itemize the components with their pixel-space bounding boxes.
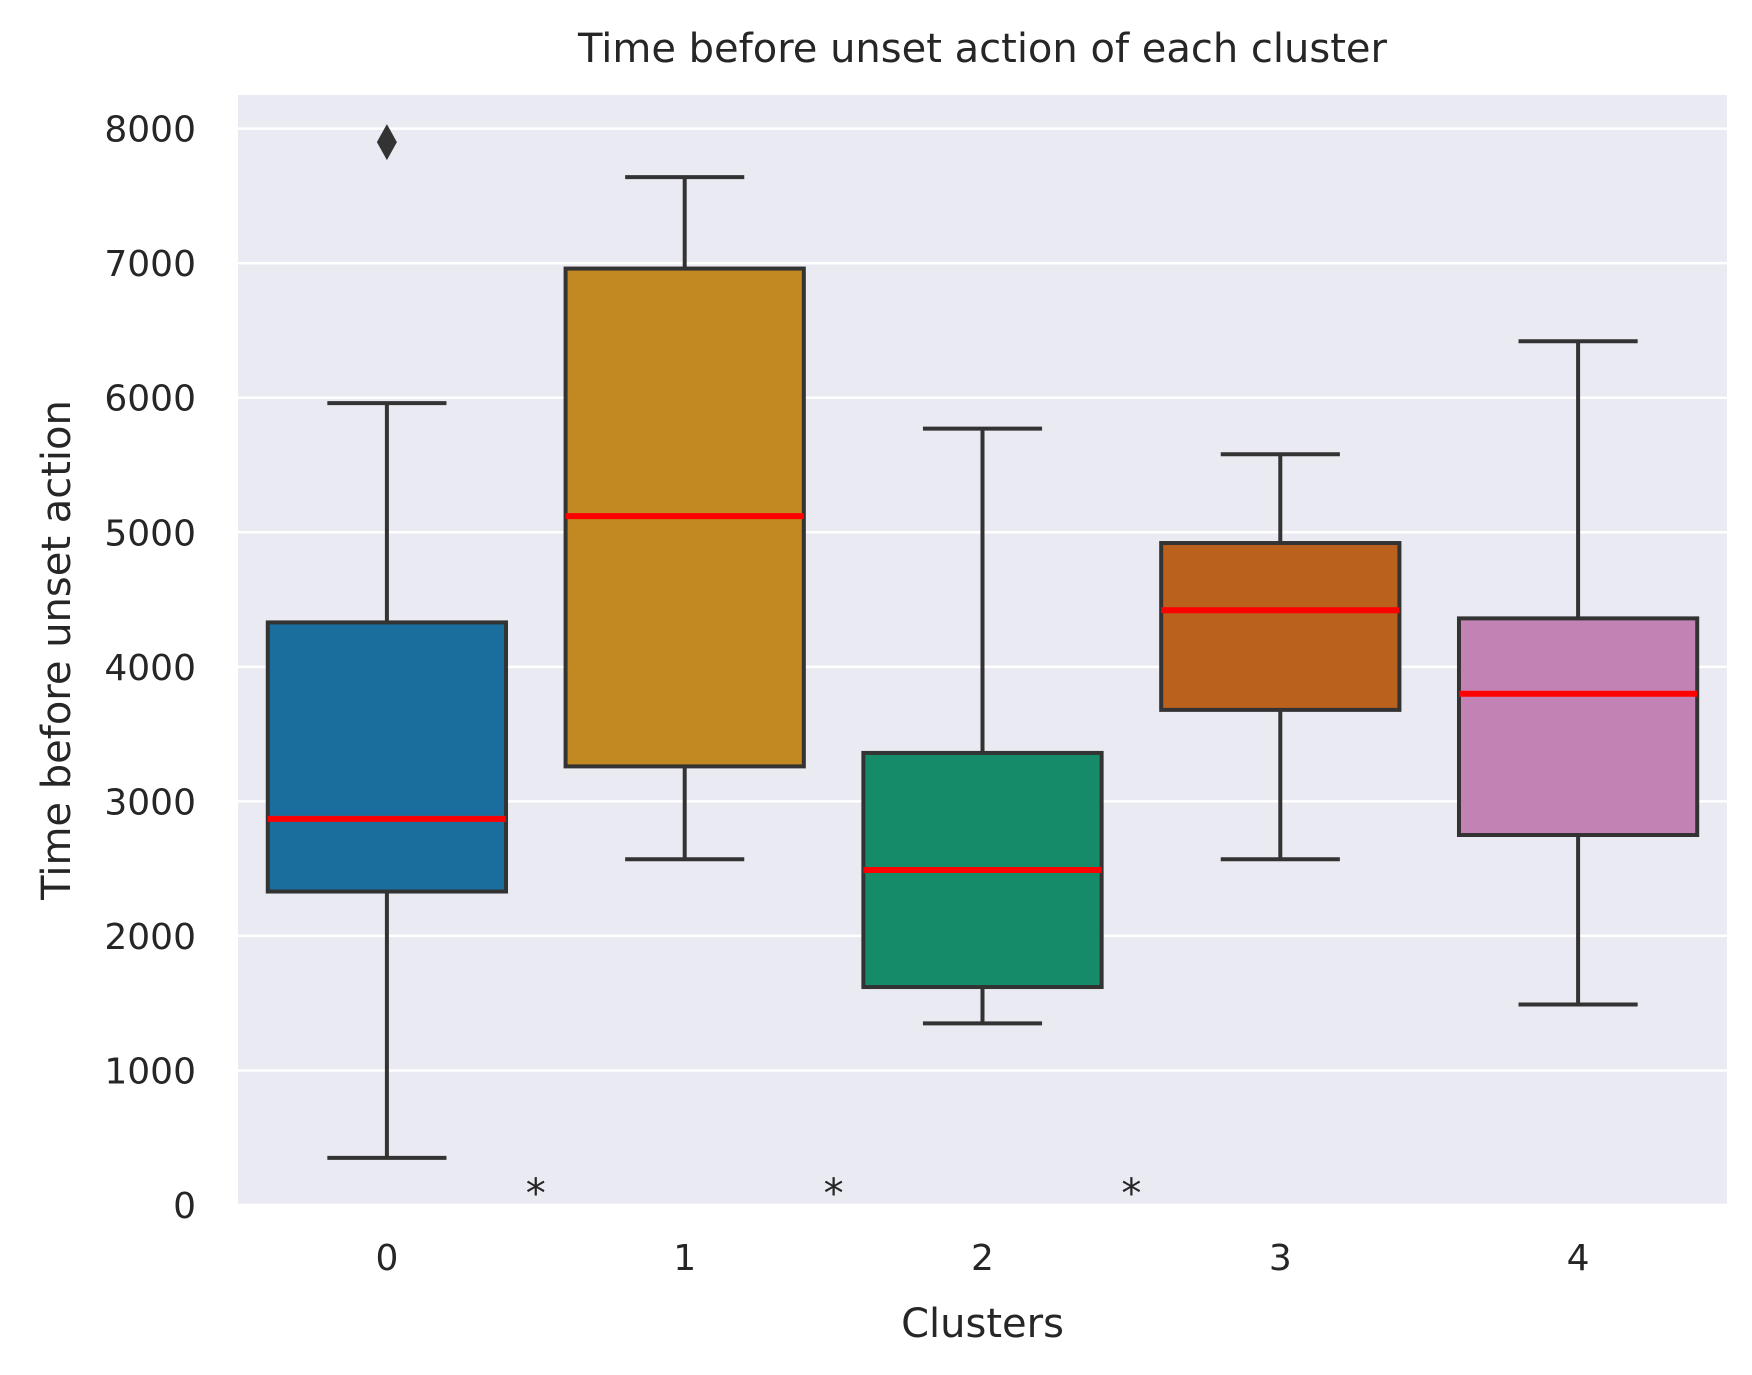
x-axis-label: Clusters: [901, 1301, 1064, 1347]
x-tick-label: 1: [673, 1238, 696, 1279]
box-cluster-4: [1456, 339, 1700, 1007]
y-tick-label: 1000: [104, 1051, 196, 1092]
box-cluster-2: [861, 426, 1104, 1026]
box-cluster-1: [563, 175, 806, 862]
y-tick-label: 6000: [104, 379, 196, 420]
x-tick-label: 0: [375, 1238, 398, 1279]
outlier-marker: [376, 124, 397, 161]
significance-marker: *: [1121, 1171, 1141, 1217]
x-tick-label: 2: [971, 1238, 994, 1279]
box-cluster-3: [1159, 452, 1402, 862]
y-tick-label: 7000: [104, 244, 196, 285]
x-tick-label: 3: [1269, 1238, 1292, 1279]
y-tick-label: 5000: [104, 513, 196, 554]
y-axis-label: Time before unset action: [34, 400, 80, 901]
annotations: * * *: [526, 1171, 1142, 1217]
y-tick-label: 4000: [104, 648, 196, 689]
significance-marker: *: [824, 1171, 844, 1217]
iqr-box: [265, 620, 509, 894]
y-tick-label: 3000: [104, 782, 196, 823]
boxes-group: [265, 124, 1700, 1160]
y-tick-label: 0: [173, 1186, 196, 1227]
iqr-box: [1159, 541, 1402, 712]
box-cluster-0: [265, 124, 509, 1160]
significance-marker: *: [526, 1171, 546, 1217]
y-tick-label: 8000: [104, 110, 196, 151]
chart-title: Time before unset action of each cluster: [577, 26, 1387, 72]
x-tick-label: 4: [1567, 1238, 1590, 1279]
y-tick-label: 2000: [104, 917, 196, 958]
tick-labels: 0 1000 2000 3000 4000 5000 6000 7000 8000 0 1 2 3 4: [104, 110, 1589, 1279]
iqr-box: [1456, 616, 1700, 838]
